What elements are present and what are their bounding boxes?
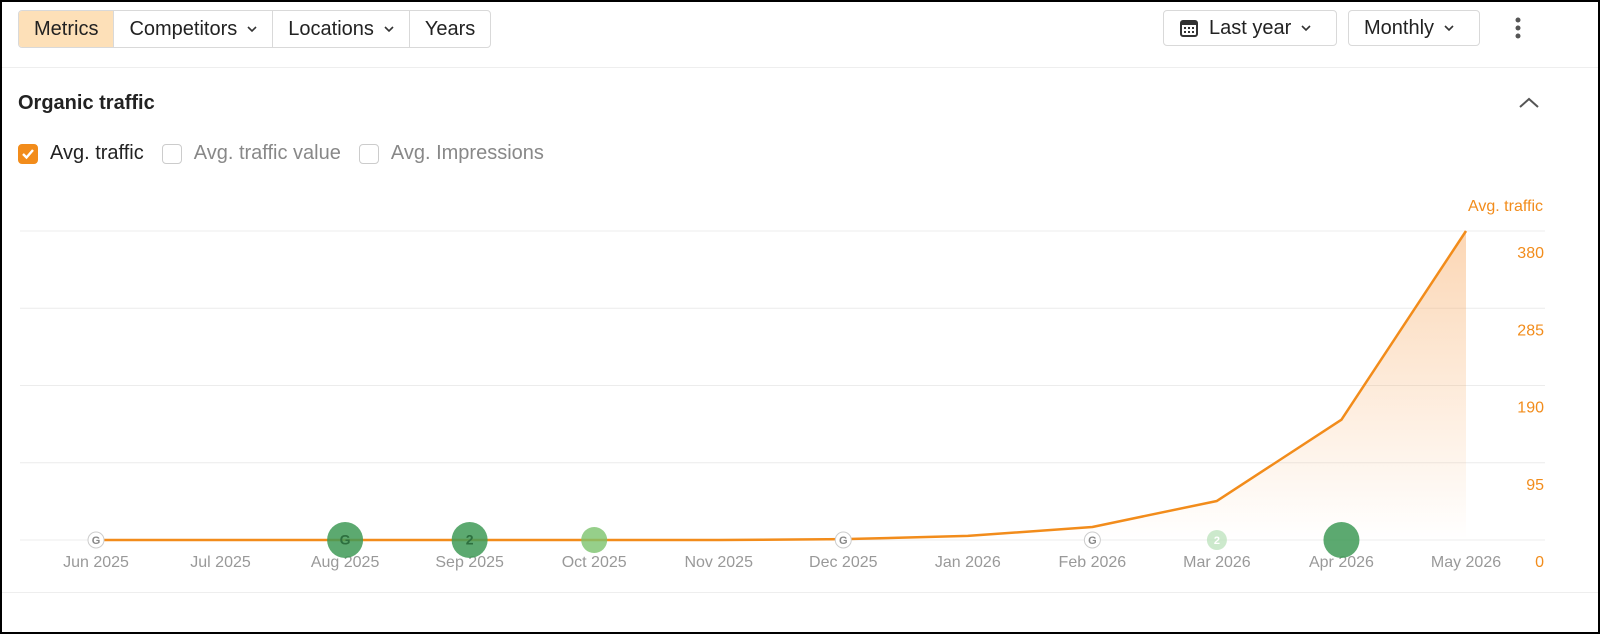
- event-marker: [451, 522, 488, 558]
- calendar-icon: [1180, 20, 1198, 37]
- y-tick-label: 285: [1517, 322, 1544, 339]
- metric-toggle[interactable]: Avg. traffic: [18, 142, 144, 165]
- x-tick-label: Nov 2025: [684, 554, 753, 571]
- x-tick-label: Dec 2025: [809, 554, 878, 571]
- event-marker: [1206, 530, 1227, 550]
- event-label: G: [1088, 535, 1097, 547]
- event-label: 2: [466, 532, 474, 548]
- tab-group: Metrics Competitors Locations Years: [18, 10, 492, 48]
- tab-label: Competitors: [129, 17, 238, 40]
- divider: [2, 67, 1598, 68]
- event-label: G: [839, 535, 848, 547]
- chevron-down: [247, 26, 257, 33]
- chevron-down: [1301, 25, 1311, 32]
- check-icon: [22, 148, 34, 159]
- tab[interactable]: Years: [410, 11, 490, 47]
- x-tick-label: Jul 2025: [190, 554, 251, 571]
- interval-select[interactable]: Monthly: [1348, 10, 1480, 46]
- metric-toggle[interactable]: Avg. Impressions: [358, 142, 544, 165]
- event-marker: [87, 531, 105, 549]
- x-tick-label: Aug 2025: [311, 554, 380, 571]
- tab[interactable]: Competitors: [114, 11, 274, 47]
- section-title: Organic traffic: [18, 92, 155, 114]
- y-tick-label: 190: [1517, 400, 1544, 417]
- event-marker: [581, 527, 608, 553]
- y-tick-label: 0: [1535, 554, 1544, 571]
- period-label: Last year: [1209, 16, 1292, 39]
- checkbox: [358, 143, 379, 164]
- metric-label: Avg. traffic value: [193, 142, 341, 164]
- chevron-down: [1444, 25, 1454, 32]
- chevron-down: [384, 26, 394, 33]
- event-label: 2: [1214, 535, 1220, 547]
- x-tick-label: Apr 2026: [1309, 554, 1374, 571]
- collapse-chevron[interactable]: [1518, 96, 1540, 110]
- metric-label: Avg. traffic: [50, 142, 144, 164]
- period-select[interactable]: Last year: [1163, 10, 1337, 46]
- x-tick-label: May 2026: [1431, 554, 1501, 571]
- checkbox: [161, 143, 182, 164]
- x-tick-label: Jun 2025: [63, 554, 129, 571]
- x-tick-label: Jan 2026: [935, 554, 1001, 571]
- event-marker: [327, 522, 364, 558]
- more-menu[interactable]: [1508, 16, 1528, 42]
- metric-toggles: Avg. traffic Avg. traffic value Avg. Impre…: [18, 142, 544, 165]
- tab[interactable]: Locations: [273, 11, 410, 47]
- y-axis-label: Avg. traffic: [1468, 198, 1543, 215]
- tab[interactable]: Metrics: [19, 11, 115, 47]
- event-label: G: [340, 532, 351, 548]
- x-tick-label: Mar 2026: [1183, 554, 1251, 571]
- checkbox: [18, 143, 38, 164]
- x-tick-label: Feb 2026: [1059, 554, 1127, 571]
- tab-label: Years: [424, 17, 476, 40]
- event-marker: [1323, 522, 1360, 558]
- event-label: G: [92, 535, 101, 547]
- x-tick-label: Oct 2025: [562, 554, 627, 571]
- tab-label: Locations: [288, 17, 374, 40]
- area: [96, 231, 1466, 540]
- divider: [2, 592, 1598, 593]
- event-marker: [1083, 531, 1101, 549]
- metric-label: Avg. Impressions: [390, 142, 544, 164]
- y-tick-label: 95: [1526, 477, 1544, 494]
- interval-label: Monthly: [1364, 16, 1435, 39]
- tab-label: Metrics: [34, 17, 99, 40]
- line: [96, 230, 1468, 542]
- metric-toggle[interactable]: Avg. traffic value: [161, 142, 341, 165]
- x-tick-label: Sep 2025: [435, 554, 504, 571]
- event-marker: [834, 531, 852, 549]
- y-tick-label: 380: [1517, 245, 1544, 262]
